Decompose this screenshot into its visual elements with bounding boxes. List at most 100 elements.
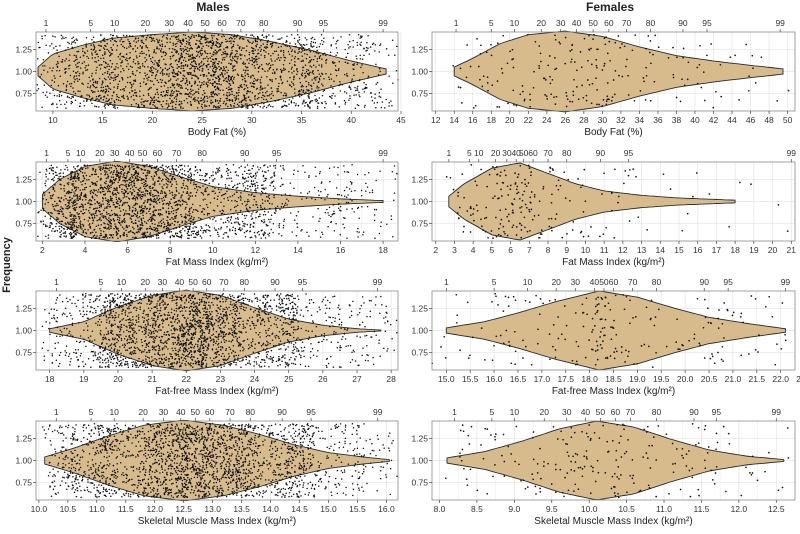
data-point bbox=[182, 70, 184, 72]
data-point bbox=[159, 202, 161, 204]
data-point bbox=[173, 84, 175, 86]
data-point bbox=[123, 175, 125, 177]
data-point bbox=[66, 58, 68, 60]
data-point bbox=[161, 167, 163, 169]
data-point bbox=[336, 75, 338, 77]
data-point bbox=[272, 232, 274, 234]
data-point bbox=[161, 82, 163, 84]
data-point bbox=[183, 59, 185, 61]
data-point bbox=[788, 90, 790, 92]
data-point bbox=[354, 87, 356, 89]
data-point bbox=[212, 53, 214, 55]
data-point bbox=[292, 97, 294, 99]
data-point bbox=[164, 95, 166, 97]
data-point bbox=[207, 101, 209, 103]
data-point bbox=[270, 87, 272, 89]
data-point bbox=[118, 230, 120, 232]
data-point bbox=[229, 196, 231, 198]
data-point bbox=[99, 64, 101, 66]
data-point bbox=[327, 226, 329, 228]
data-point bbox=[161, 198, 163, 200]
data-point bbox=[293, 70, 295, 72]
data-point bbox=[107, 237, 109, 239]
data-point bbox=[183, 39, 185, 41]
data-point bbox=[249, 173, 251, 175]
data-point bbox=[65, 49, 67, 51]
data-point bbox=[196, 47, 198, 49]
data-point bbox=[109, 79, 111, 81]
data-point bbox=[74, 226, 76, 228]
data-point bbox=[214, 86, 216, 88]
data-point bbox=[242, 203, 244, 205]
data-point bbox=[306, 89, 308, 91]
data-point bbox=[178, 35, 180, 37]
data-point bbox=[132, 73, 134, 75]
data-point bbox=[312, 37, 314, 39]
data-point bbox=[305, 64, 307, 66]
data-point bbox=[80, 56, 82, 58]
data-point bbox=[82, 73, 84, 75]
data-point bbox=[338, 198, 340, 200]
data-point bbox=[179, 72, 181, 74]
data-point bbox=[567, 98, 569, 100]
data-point bbox=[185, 185, 187, 187]
data-point bbox=[93, 192, 95, 194]
data-point bbox=[228, 217, 230, 219]
data-point bbox=[138, 195, 140, 197]
data-point bbox=[280, 92, 282, 94]
data-point bbox=[184, 57, 186, 59]
data-point bbox=[104, 106, 106, 108]
data-point bbox=[137, 179, 139, 181]
data-point bbox=[255, 45, 257, 47]
data-point bbox=[168, 179, 170, 181]
data-point bbox=[283, 225, 285, 227]
data-point bbox=[250, 82, 252, 84]
data-point bbox=[152, 57, 154, 59]
data-point bbox=[276, 58, 278, 60]
data-point bbox=[107, 94, 109, 96]
data-point bbox=[112, 191, 114, 193]
data-point bbox=[112, 105, 114, 107]
data-point bbox=[168, 166, 170, 168]
data-point bbox=[291, 72, 293, 74]
data-point bbox=[171, 83, 173, 85]
data-point bbox=[176, 80, 178, 82]
data-point bbox=[335, 102, 337, 104]
data-point bbox=[214, 64, 216, 66]
data-point bbox=[270, 105, 272, 107]
data-point bbox=[273, 165, 275, 167]
data-point bbox=[219, 83, 221, 85]
data-point bbox=[132, 189, 134, 191]
data-point bbox=[124, 172, 126, 174]
data-point bbox=[64, 185, 66, 187]
data-point bbox=[43, 70, 45, 72]
data-point bbox=[85, 199, 87, 201]
data-point bbox=[556, 96, 558, 98]
data-point bbox=[239, 227, 241, 229]
data-point bbox=[100, 98, 102, 100]
data-point bbox=[45, 236, 47, 238]
data-point bbox=[212, 102, 214, 104]
data-point bbox=[297, 71, 299, 73]
data-point bbox=[124, 220, 126, 222]
data-point bbox=[107, 186, 109, 188]
data-point bbox=[237, 213, 239, 215]
data-point bbox=[62, 36, 64, 38]
data-point bbox=[191, 77, 193, 79]
x-tick-label: 44 bbox=[727, 115, 737, 125]
percentile-label: 30 bbox=[556, 18, 566, 28]
data-point bbox=[321, 83, 323, 85]
data-point bbox=[650, 62, 652, 64]
data-point bbox=[645, 99, 647, 101]
data-point bbox=[110, 227, 112, 229]
data-point bbox=[182, 80, 184, 82]
data-point bbox=[253, 36, 255, 38]
data-point bbox=[169, 41, 171, 43]
data-point bbox=[111, 98, 113, 100]
data-point bbox=[235, 54, 237, 56]
data-point bbox=[80, 181, 82, 183]
data-point bbox=[179, 57, 181, 59]
data-point bbox=[150, 198, 152, 200]
data-point bbox=[158, 180, 160, 182]
data-point bbox=[122, 205, 124, 207]
